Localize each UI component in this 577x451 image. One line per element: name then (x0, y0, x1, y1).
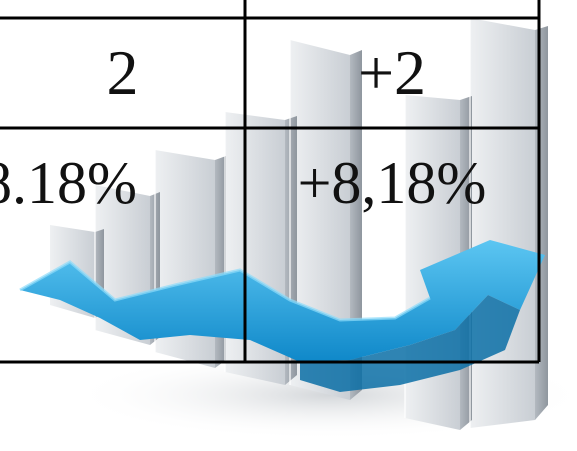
table-cell-row2-col2: +8,18% (297, 150, 487, 216)
table-cell-row2-col1: 8.18% (0, 150, 137, 216)
table-cell-row1-col1: 2 (106, 37, 139, 108)
table-cell-row1-col2: +2 (357, 37, 427, 108)
growth-arrow (19, 240, 545, 392)
